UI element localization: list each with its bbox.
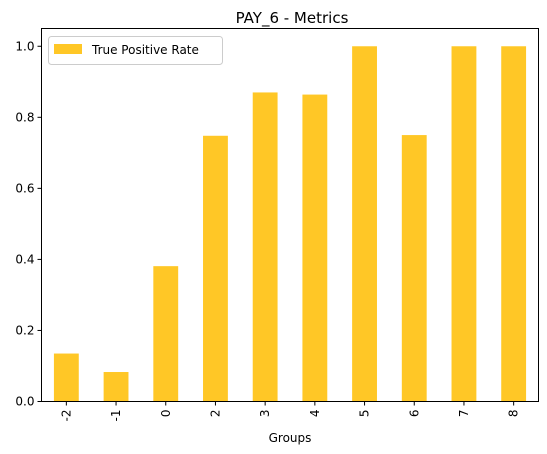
bar--2	[53, 353, 79, 402]
y-tick-label: 0.6	[15, 181, 34, 195]
y-tick-label: 0.0	[15, 395, 34, 409]
chart-title: PAY_6 - Metrics	[236, 9, 349, 28]
bar-7	[451, 46, 477, 402]
y-axis: 0.0 0.2 0.4 0.6 0.8 1.0	[15, 39, 42, 409]
plot-frame	[41, 28, 539, 402]
legend-box	[48, 36, 223, 65]
x-tick-label: -1	[109, 410, 123, 422]
bar-6	[401, 135, 427, 402]
x-tick-label: 6	[407, 410, 421, 418]
x-tick-label: 7	[457, 410, 471, 418]
y-tick-label: 0.4	[15, 252, 34, 266]
bars-group	[53, 46, 527, 402]
bar-2	[203, 135, 228, 402]
bar-4	[302, 94, 328, 402]
x-tick-label: 5	[358, 410, 372, 418]
y-tick-label: 1.0	[15, 39, 34, 53]
x-axis: -2 -1 0 2 3 4 5 6 7 8	[59, 401, 521, 422]
x-tick-label: -2	[59, 410, 73, 422]
bar-8	[501, 46, 527, 402]
legend: True Positive Rate	[48, 36, 223, 65]
x-tick-label: 0	[159, 410, 173, 418]
legend-label: True Positive Rate	[91, 43, 199, 57]
x-tick-label: 8	[507, 410, 521, 418]
x-tick-label: 4	[308, 410, 322, 418]
bar-5	[352, 46, 377, 402]
bar-0	[153, 266, 179, 402]
bar-3	[252, 92, 278, 402]
y-tick-label: 0.2	[15, 323, 34, 337]
legend-swatch	[54, 44, 82, 54]
x-tick-label: 2	[208, 410, 222, 418]
x-axis-label: Groups	[269, 431, 312, 445]
bar--1	[103, 372, 129, 402]
y-tick-label: 0.8	[15, 110, 34, 124]
x-tick-label: 3	[258, 410, 272, 418]
